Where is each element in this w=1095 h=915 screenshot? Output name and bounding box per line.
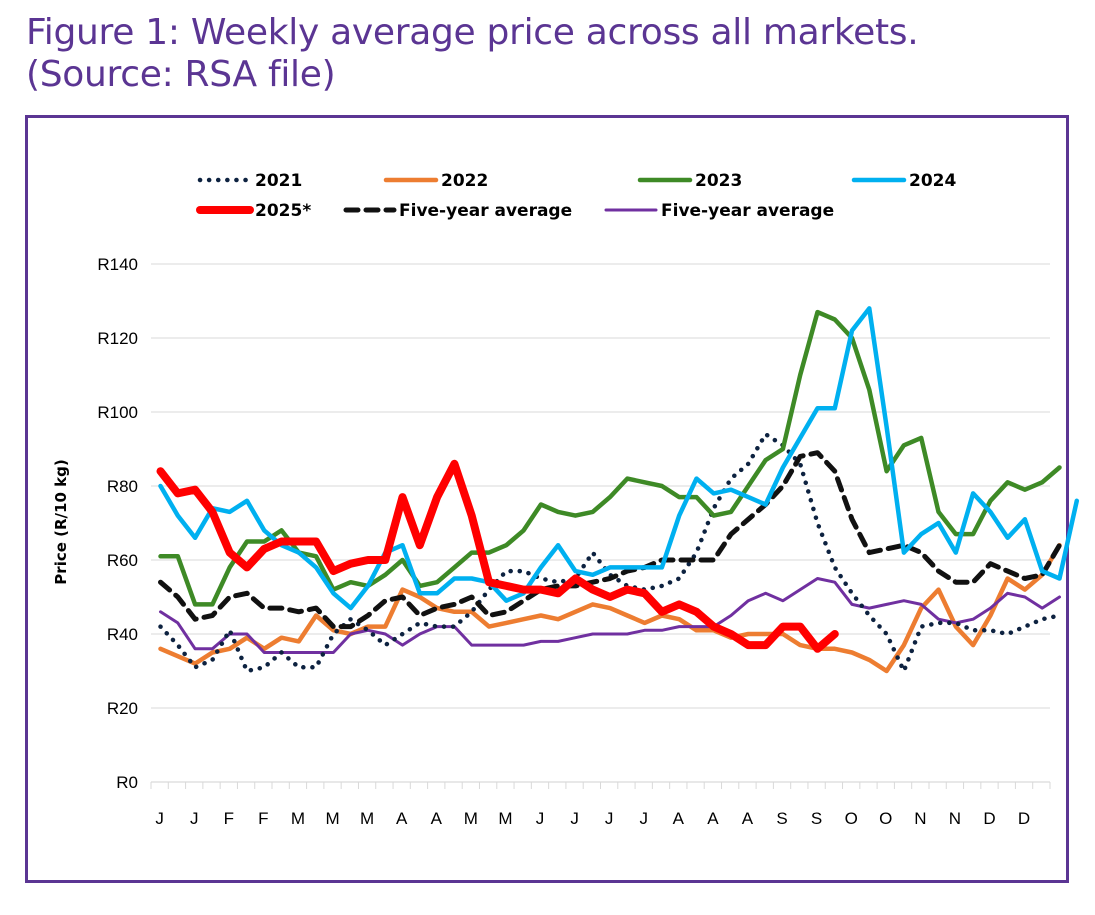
x-tick-label: M: [325, 809, 339, 828]
y-tick-label: R20: [107, 699, 138, 718]
x-tick-label: S: [811, 809, 822, 828]
series-line-2025-4: [156, 459, 839, 653]
x-tick-label: A: [742, 809, 754, 828]
x-tick-label: F: [224, 809, 234, 828]
legend-label: 2024: [909, 171, 956, 191]
legend-label: Five-year average: [399, 201, 572, 221]
y-axis-title: Price (R/10 kg): [52, 459, 70, 584]
y-tick-label: R80: [107, 477, 138, 496]
x-tick-label: J: [570, 809, 579, 828]
y-tick-label: R100: [97, 403, 138, 422]
legend-label: 2025*: [255, 201, 311, 221]
series-line-2022-1: [158, 542, 1062, 674]
x-tick-label: J: [190, 809, 199, 828]
series-line-five-year-average-6: [159, 577, 1061, 654]
x-tick-label: J: [155, 809, 164, 828]
x-tick-label: A: [673, 809, 685, 828]
x-tick-label: D: [1018, 809, 1030, 828]
x-tick-label: M: [464, 809, 478, 828]
legend-label: Five-year average: [661, 201, 834, 221]
x-tick-label: A: [431, 809, 443, 828]
x-tick-label: D: [983, 809, 995, 828]
x-tick-label: M: [291, 809, 305, 828]
x-tick-label: J: [536, 809, 545, 828]
x-tick-label: S: [776, 809, 787, 828]
legend-label: 2023: [695, 171, 742, 191]
x-tick-label: J: [639, 809, 648, 828]
series-line-2021-0: [158, 431, 1062, 674]
legend: 2021 2022 2023 2024 2025* Five-year average Fi…: [196, 171, 956, 221]
series-group: [156, 306, 1080, 674]
chart-frame: [25, 115, 1069, 883]
x-tick-label: M: [498, 809, 512, 828]
x-tick-label: O: [879, 809, 892, 828]
x-tick-label: N: [914, 809, 926, 828]
y-tick-label: R60: [107, 551, 138, 570]
figure-title-line1: Figure 1: Weekly average price across al…: [26, 12, 919, 53]
series-line-2023-2: [158, 309, 1062, 607]
x-tick-label: A: [707, 809, 719, 828]
y-tick-label: R140: [97, 255, 138, 274]
gridlines: [151, 263, 1050, 783]
x-tick-label: F: [258, 809, 268, 828]
x-tick-label: O: [845, 809, 858, 828]
legend-label: 2022: [441, 171, 488, 191]
figure-title: Figure 1: Weekly average price across al…: [26, 12, 919, 96]
x-tick-label: J: [605, 809, 614, 828]
figure-title-line2: (Source: RSA file): [26, 54, 336, 95]
y-axis: R0 R20 R40 R60 R80 R100 R120 R140: [97, 255, 138, 792]
y-tick-label: R0: [116, 773, 138, 792]
x-tick-label: N: [949, 809, 961, 828]
series-line-2024-3: [158, 306, 1080, 611]
y-tick-label: R120: [97, 329, 138, 348]
x-tick-label: A: [396, 809, 408, 828]
x-tick-label: M: [360, 809, 374, 828]
legend-label: 2021: [255, 171, 302, 191]
y-tick-label: R40: [107, 625, 138, 644]
